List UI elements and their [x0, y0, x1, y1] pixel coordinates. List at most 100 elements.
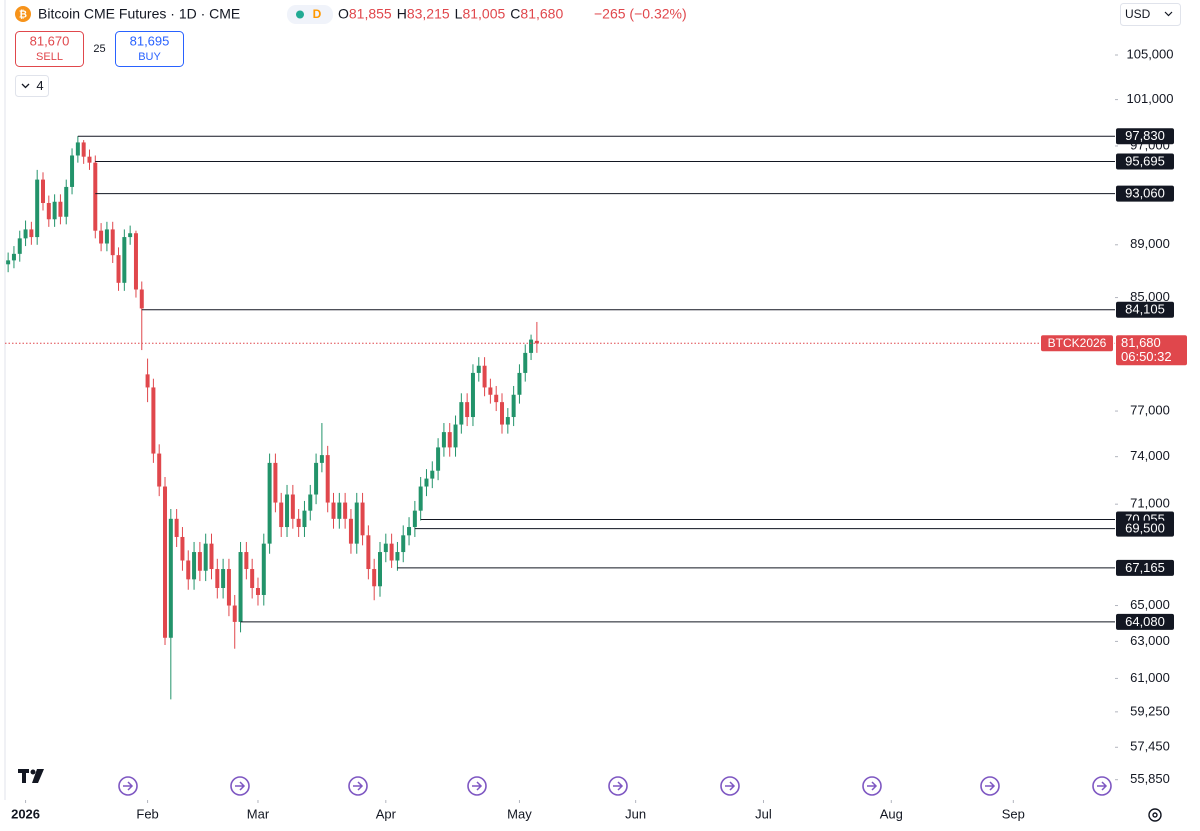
change: −265 (−0.32%) [594, 6, 687, 22]
candle-body [261, 543, 266, 595]
indicators-toggle[interactable] [15, 75, 49, 97]
candle-body [116, 255, 121, 283]
sell-button[interactable] [15, 31, 84, 67]
legend-value: 81,855 [349, 6, 392, 22]
level-label: 97,830 [1125, 128, 1165, 143]
candle-body [372, 569, 377, 587]
y-tick-label: 105,000 [1127, 46, 1174, 61]
bitcoin-glyph: ₿ [19, 9, 27, 21]
candle-body [104, 229, 109, 244]
candle-body [325, 455, 330, 503]
candle-body [505, 417, 510, 425]
x-tick-label: Mar [247, 806, 270, 821]
candle-body [500, 402, 505, 425]
x-tick-label: Feb [136, 806, 158, 821]
settings-gear[interactable] [1148, 808, 1162, 822]
candle-body [35, 179, 40, 238]
event-arrow [123, 781, 134, 791]
status-pill [287, 5, 333, 24]
candle-body [267, 462, 272, 544]
candle-body [412, 510, 417, 528]
candle-body [401, 535, 406, 553]
candle-body [459, 402, 464, 425]
candle-body [418, 486, 423, 511]
sell-label: SELL [36, 51, 63, 63]
candle-body [476, 365, 481, 373]
candle-body [343, 502, 348, 519]
level-label: 69,500 [1125, 521, 1165, 536]
tv-logo [18, 769, 44, 783]
candle-body [302, 510, 307, 528]
plot: 105,000101,00097,00089,00085,00077,00074… [5, 46, 1187, 821]
candle-body [319, 455, 324, 463]
currency-select[interactable] [1120, 3, 1181, 26]
level-label: 64,080 [1125, 614, 1165, 629]
x-tick-label: Aug [880, 806, 903, 821]
candle-body [87, 156, 92, 163]
level-label-box [1116, 559, 1174, 576]
currency: USD [1125, 7, 1151, 21]
event-arrow [613, 781, 624, 791]
candle-body [331, 502, 336, 519]
candle-body [122, 237, 127, 283]
candle-body [58, 201, 63, 217]
y-tick-label: 65,000 [1130, 597, 1170, 612]
candle-body [296, 518, 301, 528]
legend-value: 81,680 [520, 6, 563, 22]
candle-body [348, 518, 353, 544]
y-tick-label: 71,000 [1130, 496, 1170, 511]
candle-body [285, 494, 290, 528]
candle-body [168, 518, 173, 638]
symbol-label: BTCK2026 [1048, 336, 1107, 350]
sell-price: 81,670 [30, 33, 70, 48]
chevron [1164, 11, 1173, 17]
symbol-box [1041, 335, 1113, 352]
candle-body [6, 260, 11, 265]
indicator-count: 4 [36, 78, 43, 93]
candle-body [407, 527, 412, 536]
level-label: 67,165 [1125, 560, 1165, 575]
candle-body [529, 339, 534, 353]
candle-body [488, 387, 493, 395]
candle-body [81, 142, 86, 157]
level-label-box [1116, 301, 1174, 318]
x-tick-label: 2026 [11, 806, 40, 821]
y-tick-label: 61,000 [1130, 670, 1170, 685]
candle-body [23, 229, 28, 239]
candle-body [436, 447, 441, 471]
candle-body [180, 536, 185, 561]
event-arrow [353, 781, 364, 791]
candle-body [255, 588, 260, 595]
candle-body [192, 552, 197, 580]
candle-body [395, 552, 400, 561]
legend-value: 83,215 [407, 6, 450, 22]
candle-body [308, 494, 313, 511]
buy-label: BUY [138, 51, 161, 63]
candle-body [430, 470, 435, 479]
legend-key: L [455, 6, 463, 22]
symbol-title[interactable]: Bitcoin CME Futures · 1D · CME [38, 6, 240, 22]
candle-body [29, 229, 34, 238]
candle-body [145, 374, 150, 388]
buy-button[interactable] [115, 31, 184, 67]
y-tick-label: 77,000 [1130, 402, 1170, 417]
candle-body [75, 142, 80, 156]
candle-body [511, 394, 516, 418]
settings-gear-center [1152, 812, 1158, 818]
event-arrow [985, 781, 996, 791]
y-tick-label: 59,250 [1130, 703, 1170, 718]
candle-body [128, 233, 133, 238]
candle-body [226, 569, 231, 606]
level-label: 93,060 [1125, 186, 1165, 201]
candle-body [215, 569, 220, 589]
candle-body [250, 569, 255, 589]
candle-body [11, 253, 16, 261]
event-arrow [1097, 781, 1108, 791]
y-tick-label: 85,000 [1130, 289, 1170, 304]
x-tick-label: Jun [625, 806, 646, 821]
legend-key: O [338, 6, 349, 22]
candle-body [40, 179, 45, 203]
candle-body [383, 543, 388, 553]
candle-body [523, 352, 528, 373]
candle-body [366, 535, 371, 570]
